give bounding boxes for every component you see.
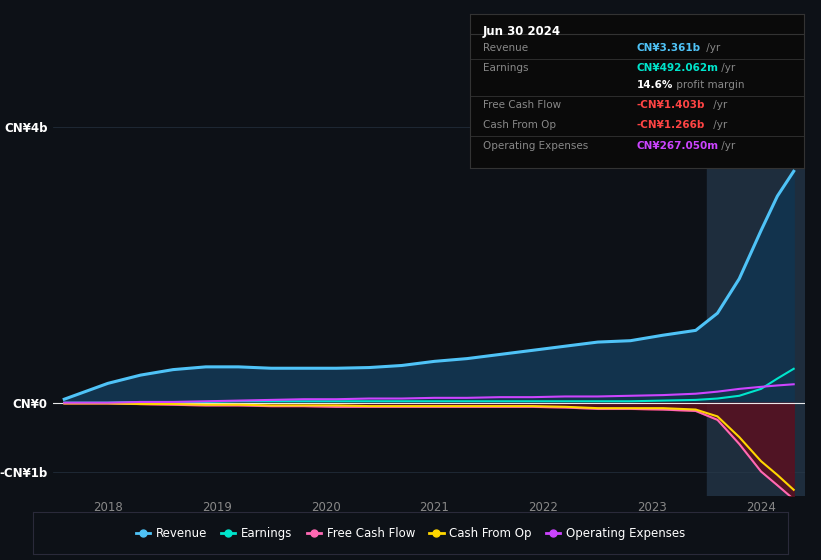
Text: CN¥492.062m: CN¥492.062m [637, 63, 718, 73]
Text: Jun 30 2024: Jun 30 2024 [483, 25, 561, 38]
Text: /yr: /yr [718, 63, 735, 73]
Text: profit margin: profit margin [673, 80, 745, 90]
Legend: Revenue, Earnings, Free Cash Flow, Cash From Op, Operating Expenses: Revenue, Earnings, Free Cash Flow, Cash … [132, 524, 689, 543]
Text: Earnings: Earnings [483, 63, 529, 73]
Text: Revenue: Revenue [483, 43, 528, 53]
Text: Cash From Op: Cash From Op [483, 120, 556, 130]
Text: -CN¥1.266b: -CN¥1.266b [637, 120, 705, 130]
Text: /yr: /yr [703, 43, 720, 53]
Text: /yr: /yr [710, 100, 727, 110]
Text: CN¥267.050m: CN¥267.050m [637, 142, 719, 151]
Text: Free Cash Flow: Free Cash Flow [483, 100, 561, 110]
Text: CN¥3.361b: CN¥3.361b [637, 43, 701, 53]
Text: /yr: /yr [710, 120, 727, 130]
Text: Operating Expenses: Operating Expenses [483, 142, 588, 151]
Text: /yr: /yr [718, 142, 735, 151]
Text: 14.6%: 14.6% [637, 80, 673, 90]
Bar [707, 120, 815, 496]
Text: -CN¥1.403b: -CN¥1.403b [637, 100, 705, 110]
